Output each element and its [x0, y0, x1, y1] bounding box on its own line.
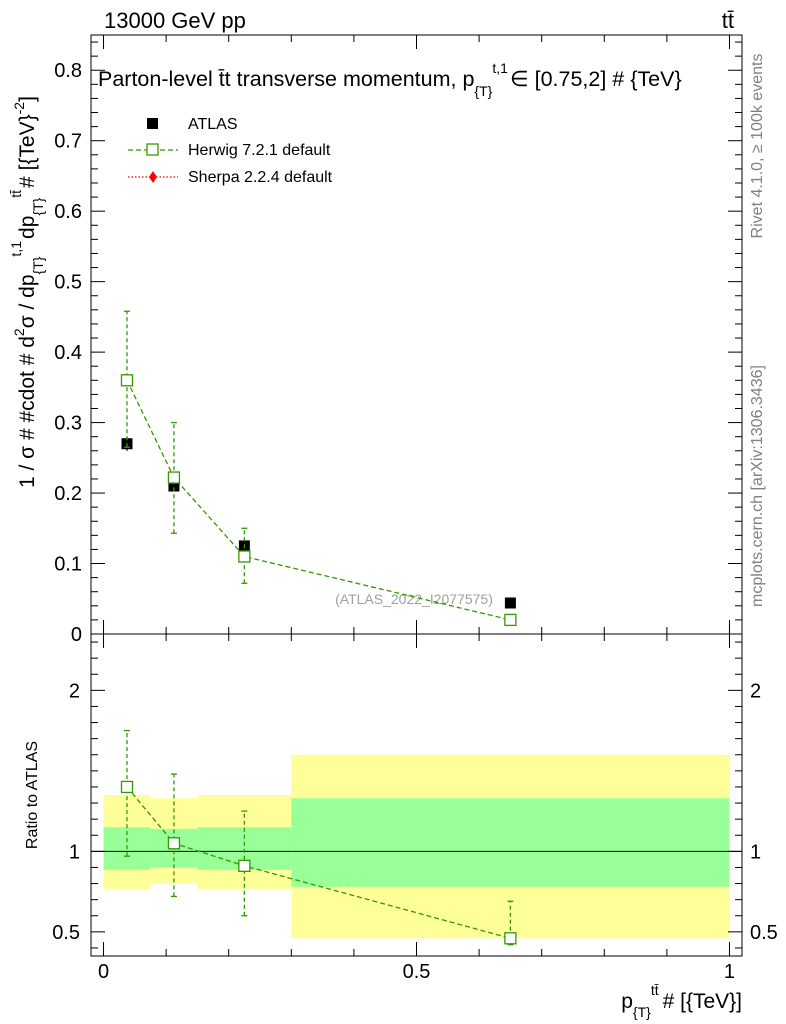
ratio-ytick-label-right: 0.5 [750, 922, 778, 944]
ratio-herwig-line [126, 786, 511, 939]
legend-sherpa-label: Sherpa 2.2.4 default [188, 169, 333, 186]
main-ytick-label: 0.3 [54, 413, 82, 435]
legend-atlas-label: ATLAS [188, 116, 238, 133]
ratio-ticks [91, 634, 742, 956]
energy-label: 13000 GeV pp [104, 8, 246, 33]
ratio-ytick-label-right: 2 [750, 680, 761, 702]
main-panel: 0.1 0.2 0.3 0.4 0.5 0.6 0.7 0.8 0 (ATLAS_2022_I… [8, 34, 743, 646]
herwig-point [238, 550, 251, 563]
legend: ATLAS Herwig 7.2.1 default Sherpa 2.2.4 … [128, 116, 333, 186]
legend-herwig-marker [146, 143, 159, 156]
ratio-panel: 0.5 0.51 12 2 0 0.5 1 Ratio to ATLAS p{T}tt̄ #… [24, 633, 778, 1020]
plot-title-text: Parton-level t̄t transverse momentum, p{… [98, 60, 682, 99]
analysis-watermark: (ATLAS_2022_I2077575) [335, 591, 493, 607]
herwig-point [504, 613, 517, 627]
main-ytick-label: 0.5 [54, 272, 82, 294]
legend-herwig-label: Herwig 7.2.1 default [188, 142, 331, 159]
ratio-herwig-point [238, 859, 251, 872]
plot-title: Parton-level t̄t transverse momentum, p{… [98, 60, 682, 99]
process-label: tt̄ [722, 8, 734, 33]
ratio-herwig-point [120, 780, 134, 794]
ratio-herwig-point [504, 932, 517, 945]
main-ylabel-text: 1 / σ # #cdot # d2σ / dp{T}t,1dp{T}tt̄# … [8, 96, 46, 488]
main-ytick-label: 0.8 [54, 60, 82, 82]
x-axis-label-text: p{T}tt̄ # [{TeV}] [621, 982, 742, 1020]
ratio-ytick-label: 2 [69, 680, 80, 702]
main-ytick-labels: 0.1 0.2 0.3 0.4 0.5 0.6 0.7 0.8 [54, 60, 82, 575]
atlas-point [504, 597, 516, 609]
main-ytick-label: 0.4 [54, 342, 82, 364]
main-ylabel: 1 / σ # #cdot # d2σ / dp{T}t,1dp{T}tt̄# … [8, 96, 46, 488]
ratio-ylabel: Ratio to ATLAS [24, 741, 41, 849]
x-axis-label: p{T}tt̄ # [{TeV}] [621, 982, 742, 1020]
herwig-point [120, 374, 134, 387]
main-ytick-label: 0.1 [54, 554, 82, 576]
ratio-ytick-label: 0.5 [52, 922, 80, 944]
ratio-xtick-label: 1 [724, 961, 735, 983]
rivet-label: Rivet 4.1.0, ≥ 100k events [749, 54, 766, 239]
ratio-xtick-label: 0.5 [403, 961, 431, 983]
ratio-ytick-labels: 0.5 0.5 1 1 2 2 [52, 680, 778, 944]
legend-atlas-marker [147, 118, 158, 129]
main-series [120, 310, 517, 627]
herwig-line [126, 380, 511, 621]
main-ytick-label: 0.6 [54, 201, 82, 223]
legend-sherpa-marker [149, 171, 157, 183]
ratio-series [120, 729, 517, 946]
ratio-ytick-label-right: 1 [750, 841, 761, 863]
ratio-xtick-label: 0 [98, 961, 109, 983]
mcplots-label: mcplots.cern.ch [arXiv:1306.3436] [749, 365, 766, 607]
herwig-point [167, 471, 181, 484]
main-ticks [91, 35, 742, 634]
main-ytick-label: 0.2 [54, 483, 82, 505]
ratio-ytick-label: 1 [69, 841, 80, 863]
ratio-bands [103, 754, 730, 939]
ratio-xtick-labels: 0 0.5 1 [98, 961, 735, 983]
main-ytick-zero: 0 [71, 624, 82, 646]
ratio-band-green [291, 798, 730, 887]
main-ytick-label: 0.7 [54, 131, 82, 153]
atlas-point [168, 480, 180, 492]
ratio-herwig-point [167, 837, 181, 850]
